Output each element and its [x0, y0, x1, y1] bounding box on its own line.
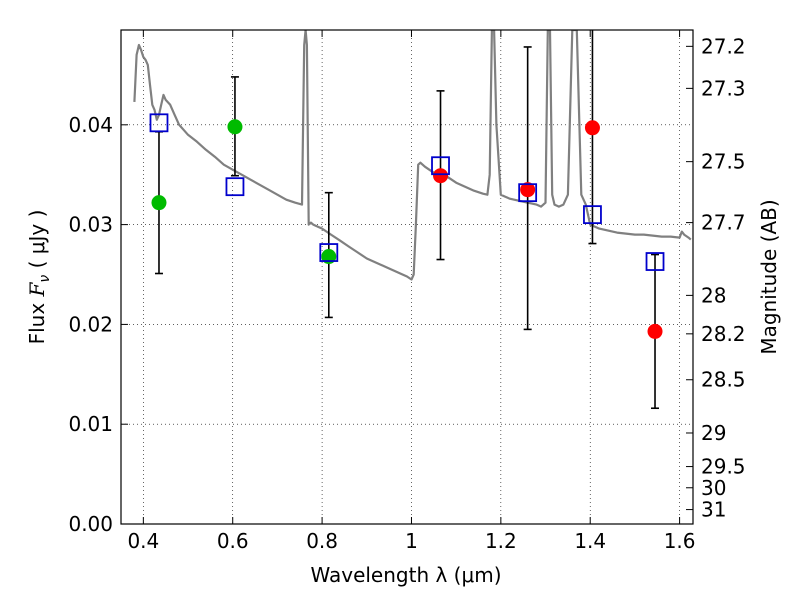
y2-tick-label: 27.7 — [701, 211, 746, 235]
y2-tick-label: 29 — [701, 421, 726, 445]
model-photometry-square — [225, 177, 245, 197]
x-tick-label: 0.4 — [127, 529, 159, 553]
y-tick-label: 0.04 — [68, 113, 113, 137]
y2-axis-label: Magnitude (AB) — [757, 199, 781, 354]
y-axis-label-suffix: ( μJy ) — [25, 210, 49, 275]
y2-tick-label: 30 — [701, 476, 726, 500]
x-tick-label: 1.6 — [664, 529, 696, 553]
x-axis-label: Wavelength λ (μm) — [310, 563, 501, 587]
red-data-point — [584, 120, 600, 136]
y2-tick-label: 28.2 — [701, 322, 746, 346]
model-photometry-square — [518, 183, 538, 203]
red-data-point — [647, 323, 663, 339]
y2-tick-label: 27.3 — [701, 76, 746, 100]
y2-tick-label: 27.5 — [701, 150, 746, 174]
x-tick-label: 0.8 — [306, 529, 338, 553]
y2-tick-label: 31 — [701, 498, 726, 522]
y2-tick-label: 27.2 — [701, 34, 746, 58]
y2-tick-label: 29.5 — [701, 455, 746, 479]
red-data-point — [520, 182, 536, 198]
y-tick-label: 0.00 — [68, 512, 113, 536]
y-axis-label-symbol: F — [25, 281, 49, 297]
x-tick-label: 1 — [405, 529, 418, 553]
model-photometry-square — [149, 113, 169, 133]
green-data-point — [151, 195, 167, 211]
plot-area — [133, 30, 692, 410]
model-photometry-square — [645, 252, 665, 271]
x-tick-label: 1.2 — [485, 529, 517, 553]
y-tick-label: 0.03 — [68, 213, 113, 237]
red-data-point — [433, 168, 449, 184]
y-axis-label-subscript: ν — [37, 275, 53, 283]
y-axis-label-prefix: Flux — [25, 296, 49, 344]
x-tick-label: 1.4 — [574, 529, 606, 553]
y-axis-label: Flux Fν ( μJy ) — [25, 210, 53, 345]
green-data-point — [227, 119, 243, 135]
model-photometry-square — [583, 205, 602, 225]
y-tick-label: 0.02 — [68, 312, 113, 336]
y2-tick-label: 28 — [701, 283, 726, 307]
model-photometry-square — [431, 156, 450, 176]
model-photometry-square — [319, 243, 339, 262]
y2-tick-label: 28.5 — [701, 368, 746, 392]
y-tick-label: 0.01 — [68, 412, 113, 436]
axes: 0.4 0.6 0.8 1 1.2 1.4 1.6 0.00 0.01 0.02 0.03 0.04 2… — [68, 30, 746, 553]
plot-frame — [120, 29, 694, 525]
model-spectrum-line — [133, 30, 692, 281]
x-tick-label: 0.6 — [217, 529, 249, 553]
